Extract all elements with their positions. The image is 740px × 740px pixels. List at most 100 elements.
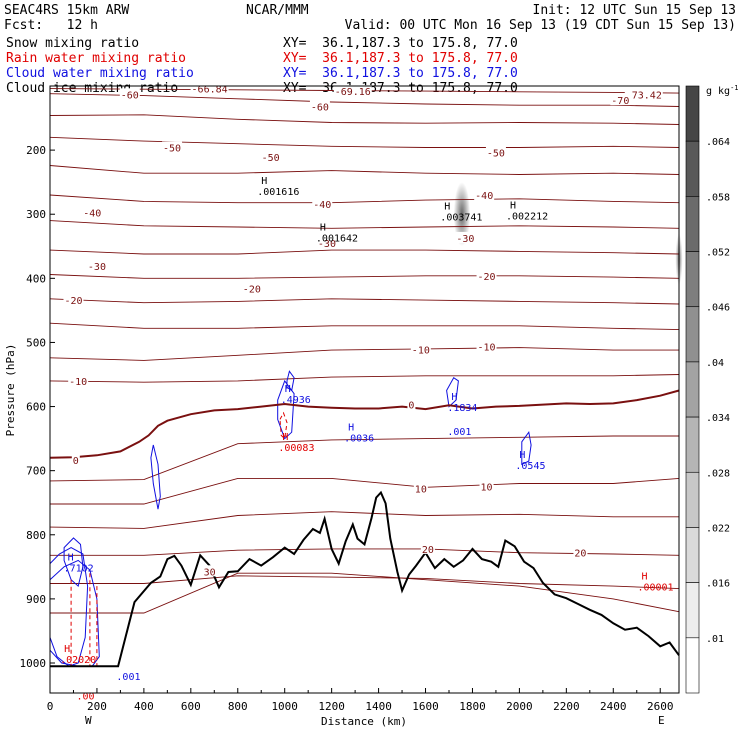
temp-label-15: -20 (64, 296, 82, 307)
extremum-marker-6: H (348, 422, 354, 433)
temp-label-20: -10 (69, 377, 87, 388)
temp-label-27: 30 (204, 567, 216, 578)
temp-label-0: -60 (121, 90, 139, 101)
colorbar-label-0: .064 (706, 137, 730, 148)
temp-label-5: -66.84 (192, 85, 228, 96)
colorbar-seg-5 (685, 361, 700, 418)
isotherm--40 (49, 194, 680, 204)
x-tick-label-1200: 1200 (318, 700, 345, 713)
extremum-value-4: .4936 (281, 395, 311, 406)
temp-label-bg-25 (420, 542, 435, 554)
temp-label-bg-12 (316, 237, 337, 249)
colorbar-unit: g kg-1 (706, 84, 739, 97)
temp-label-bg-1 (309, 100, 330, 112)
extremum-marker-1: H (320, 222, 326, 233)
colorbar-seg-8 (685, 527, 700, 583)
colorbar-label-6: .028 (706, 468, 730, 479)
axes: 0 200 400 600 800 1000 1200 1400 1600 1800 2000 220… (20, 144, 674, 713)
isotherm-30 (50, 572, 680, 614)
extremum-value-14: .00 (77, 692, 95, 703)
isotherm--60 (49, 93, 680, 107)
freezing-level-line (49, 389, 680, 459)
temp-label-bg-13 (86, 260, 107, 272)
temp-label-bg-22 (407, 398, 416, 410)
extremum-value-9: .0545 (515, 461, 545, 472)
temp-label-10: -40 (313, 200, 331, 211)
temp-label-3: -70 (611, 96, 629, 107)
extremum-value-12: .02020 (60, 655, 96, 666)
field-xy-rain: XY= 36.1,187.3 to 175.8, 77.0 (283, 51, 518, 66)
extremum-marker-3: H (510, 200, 516, 211)
temp-label-26: 20 (574, 549, 586, 560)
x-tick-label-0: 0 (47, 700, 54, 713)
x-end-east: E (658, 714, 665, 727)
extremum-value-2: .003741 (440, 213, 482, 224)
temp-label-bg-10 (312, 197, 333, 209)
temp-label-bg-8 (485, 146, 506, 158)
isotherm--45 (49, 165, 680, 175)
colorbar-seg-7 (685, 471, 700, 528)
x-tick-label-2000: 2000 (506, 700, 533, 713)
temp-label-bg-24 (479, 480, 494, 492)
temp-label-6: -50 (163, 144, 181, 155)
isotherm-0 (49, 389, 680, 459)
temp-label-bg-17 (476, 269, 497, 281)
x-tick-label-1400: 1400 (365, 700, 392, 713)
extremum-marker-12: H (64, 644, 70, 655)
snow-shade-0 (453, 182, 471, 247)
temp-label-bg-19 (476, 340, 497, 352)
x-axis-title: Distance (km) (321, 715, 407, 728)
cloud-water-contour-4 (521, 430, 532, 466)
contour-labels: -60 -60 -73.42-70 -69.16 -66.84 -50 -50 -50 -40 -… (60, 82, 674, 703)
colorbar-seg-2 (685, 196, 700, 252)
y-tick-label-1000: 1000 (20, 657, 47, 670)
isotherm-10 (50, 477, 680, 505)
isotherm-20 (50, 548, 680, 556)
extremum-marker-11: H (68, 552, 74, 563)
extremum-marker-9: H (519, 450, 525, 461)
isotherm-5 (49, 435, 679, 482)
temp-label-bg-2 (624, 88, 663, 100)
extremum-marker-5: H (282, 432, 288, 443)
temp-label-18: -10 (412, 345, 430, 356)
temp-label-23: 10 (415, 485, 427, 496)
cloud-water-contour-0 (150, 444, 161, 510)
temp-label-bg-27 (202, 565, 217, 577)
y-tick-label-300: 300 (26, 208, 46, 221)
colorbar-label-2: .052 (706, 248, 730, 259)
x-tick-label-2200: 2200 (553, 700, 580, 713)
colorbar-label-9: .01 (706, 634, 724, 645)
temp-label-bg-26 (573, 546, 588, 558)
extremum-marker-7: H (451, 392, 457, 403)
terrain-profile (50, 490, 680, 668)
cloud-water-contours (49, 370, 532, 667)
extremum-value-7: .1834 (447, 403, 477, 414)
temperature-contours (49, 88, 680, 614)
cloud-water-contour-3 (446, 376, 459, 408)
field-xy-cloud-water: XY= 36.1,187.3 to 175.8, 77.0 (283, 66, 518, 81)
isotherm--50 (49, 136, 680, 148)
colorbar: .064 .058 .052 .046 .04 .034 .028 .022 .016 .01 (685, 85, 730, 694)
temp-label-16: -20 (243, 285, 261, 296)
extremum-value-8: .001 (447, 427, 471, 438)
x-tick-label-200: 200 (87, 700, 107, 713)
temp-label-12: -30 (318, 239, 336, 250)
x-tick-label-800: 800 (228, 700, 248, 713)
y-tick-label-800: 800 (26, 529, 46, 542)
x-tick-label-1000: 1000 (271, 700, 298, 713)
temp-label-bg-14 (455, 231, 476, 243)
y-tick-label-400: 400 (26, 272, 46, 285)
isotherm--10 (49, 347, 679, 361)
temp-label-21: 0 (73, 456, 79, 467)
extremum-marker-2: H (444, 202, 450, 213)
temp-label-2: -73.42 (626, 90, 662, 101)
isotherm-25 (50, 575, 680, 590)
y-tick-label-200: 200 (26, 144, 46, 157)
isotherm--15 (49, 322, 680, 331)
header-org: NCAR/MMM (246, 3, 309, 18)
cloud-water-contour-6 (49, 547, 89, 667)
extremum-value-1: .001642 (316, 233, 358, 244)
terrain-line (50, 490, 680, 668)
y-tick-label-900: 900 (26, 593, 46, 606)
extremum-value-13: .001 (116, 672, 140, 683)
